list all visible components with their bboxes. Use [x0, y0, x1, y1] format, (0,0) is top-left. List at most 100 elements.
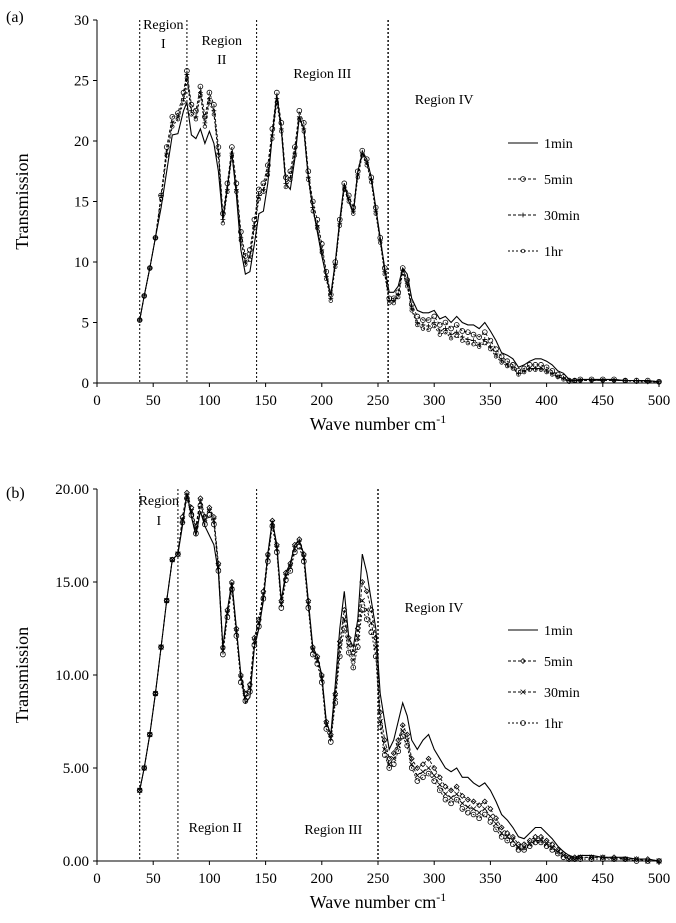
data-point-5min: [437, 322, 443, 328]
data-point-30min: [328, 735, 334, 741]
data-point-30min: [442, 791, 449, 797]
data-point-5min: [487, 805, 494, 812]
series-5min: [136, 489, 662, 864]
series-5min: [136, 68, 662, 385]
x-tick-label: 0: [93, 393, 101, 409]
data-point-30min: [476, 341, 482, 347]
data-point-30min: [465, 804, 471, 810]
data-point-5min: [464, 796, 471, 803]
data-point-30min: [346, 642, 352, 648]
data-point-5min: [399, 265, 406, 271]
data-point-5min: [498, 824, 505, 831]
data-point-30min: [453, 791, 460, 797]
data-point-30min: [476, 809, 482, 816]
data-point-5min: [215, 144, 222, 150]
data-point-1hr: [504, 837, 511, 844]
data-point-5min: [327, 731, 334, 738]
data-point-5min: [247, 247, 253, 253]
data-point-30min: [470, 806, 477, 812]
data-point-5min: [390, 750, 397, 757]
data-point-5min: [504, 358, 511, 365]
data-point-5min: [476, 802, 483, 809]
data-point-30min: [260, 592, 267, 598]
data-point-5min: [532, 833, 539, 840]
region-label-line: I: [161, 37, 166, 52]
data-point-5min: [260, 588, 267, 595]
data-point-30min: [359, 597, 365, 604]
data-point-30min: [247, 253, 253, 259]
data-point-1hr: [476, 815, 482, 822]
legend-label: 5min: [544, 173, 573, 188]
x-tick-label: 400: [535, 393, 558, 409]
data-point-30min: [207, 96, 212, 102]
data-point-5min: [476, 334, 482, 340]
data-point-1hr: [354, 644, 361, 650]
data-point-30min: [521, 845, 527, 851]
data-point-30min: [278, 601, 285, 608]
data-point-5min: [408, 755, 415, 762]
y-tick-label: 15: [74, 195, 89, 211]
series-line-5min: [139, 492, 660, 862]
x-tick-label: 200: [311, 871, 334, 887]
data-point-5min: [515, 368, 522, 374]
data-point-5min: [211, 101, 217, 108]
x-tick-label: 500: [648, 393, 671, 409]
data-point-1hr: [420, 774, 426, 781]
data-point-5min: [442, 783, 449, 790]
data-point-5min: [543, 837, 550, 844]
data-point-5min: [197, 83, 204, 90]
data-point-30min: [532, 837, 539, 844]
data-point-1hr: [437, 787, 443, 794]
data-point-1hr: [390, 761, 397, 768]
data-point-5min: [345, 192, 352, 199]
x-tick-label: 400: [535, 871, 558, 887]
legend: 1min 5min 30min 1hr: [508, 624, 580, 732]
data-point-5min: [425, 317, 432, 323]
data-point-5min: [554, 846, 561, 853]
data-point-30min: [189, 108, 194, 114]
data-point-30min: [493, 351, 499, 357]
data-point-5min: [169, 114, 176, 120]
y-tick-label: 5.00: [63, 761, 89, 777]
data-point-5min: [372, 634, 379, 641]
data-point-30min: [482, 337, 488, 342]
y-axis-label: Transmission: [12, 153, 32, 249]
data-point-5min: [395, 737, 402, 744]
data-point-5min: [453, 783, 460, 790]
data-point-5min: [504, 830, 511, 837]
series-30min: [137, 72, 662, 385]
data-point-5min: [363, 156, 370, 162]
data-point-1hr: [363, 616, 370, 622]
data-point-1hr: [431, 778, 438, 784]
x-axis-label: Wave number cm-1: [310, 412, 447, 434]
data-point-1hr: [386, 765, 393, 771]
data-point-1hr: [498, 834, 505, 840]
series-line-5min: [139, 70, 660, 383]
region-label: Region IV: [405, 601, 464, 616]
data-point-5min: [470, 331, 477, 338]
data-point-5min: [560, 374, 567, 380]
data-point-30min: [386, 761, 392, 767]
data-point-5min: [481, 329, 488, 335]
x-tick-label: 50: [146, 871, 161, 887]
region-label-line: Region III: [293, 67, 351, 82]
series-line-1min: [139, 492, 660, 862]
panel-label: (a): [6, 9, 24, 26]
data-point-5min: [188, 101, 195, 108]
y-tick-label: 10.00: [55, 668, 89, 684]
region-label: Region IV: [415, 93, 474, 108]
x-tick-label: 0: [93, 871, 101, 887]
data-point-5min: [549, 368, 556, 374]
data-point-1hr: [310, 651, 316, 658]
y-tick-label: 0.00: [63, 854, 89, 870]
data-point-30min: [487, 813, 494, 820]
data-point-5min: [470, 798, 477, 805]
region-label-line: Region III: [304, 823, 362, 838]
legend-label: 5min: [544, 655, 573, 670]
y-tick-label: 20: [74, 134, 89, 150]
data-point-30min: [459, 800, 465, 807]
data-point-30min: [220, 648, 226, 654]
legend-marker-1hr: [520, 248, 526, 254]
data-point-1hr: [220, 651, 226, 658]
data-point-5min: [219, 644, 226, 651]
